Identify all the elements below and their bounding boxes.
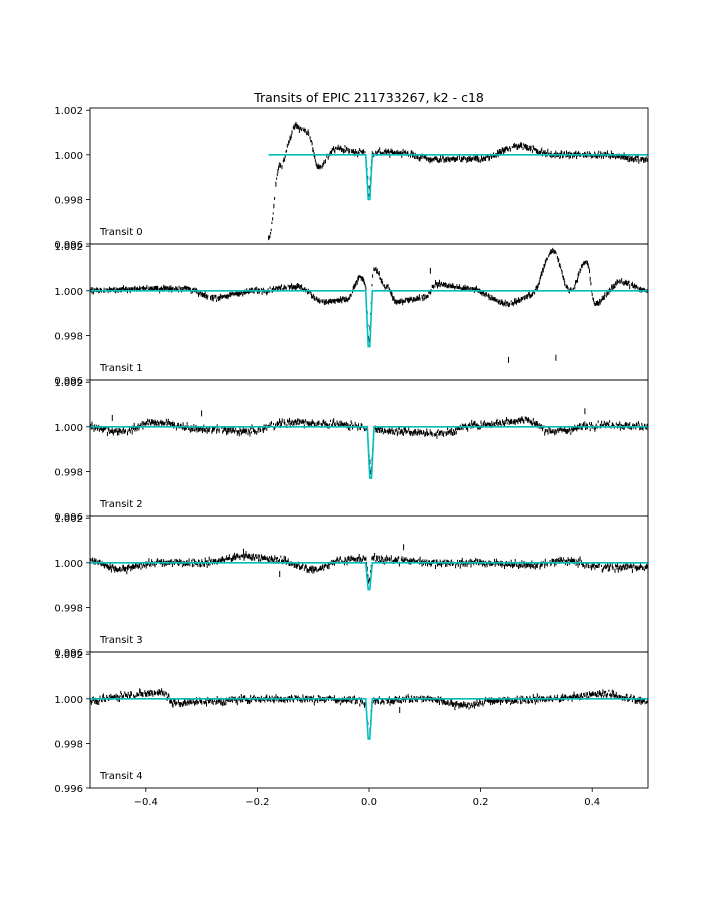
panel-frame: [89, 107, 649, 245]
y-tick-label: 0.996: [54, 512, 83, 523]
y-tick-label: 1.000: [54, 423, 83, 434]
panel-transit-3: 0.996 0.998 1.000 1.002 Transit 3: [54, 514, 649, 659]
x-tick-label: −0.4: [134, 797, 158, 808]
data-series: [90, 544, 648, 584]
panel-transit-4: 0.996 0.998 1.000 1.002 Transit 4: [54, 650, 649, 795]
flux-points: [268, 121, 648, 241]
y-tick-label: 1.002: [54, 514, 83, 525]
panel-label: Transit 4: [99, 771, 143, 782]
flux-points: [90, 688, 648, 733]
y-tick-label: 0.998: [54, 195, 83, 206]
model-curve: [90, 562, 648, 591]
flux-points: [90, 544, 648, 584]
y-tick-label: 0.998: [54, 739, 83, 750]
data-series: [268, 121, 648, 241]
x-tick-label: 0.4: [584, 797, 600, 808]
y-tick-label: 0.998: [54, 467, 83, 478]
y-tick-label: 1.002: [54, 650, 83, 661]
y-tick-label: 1.000: [54, 559, 83, 570]
panel-label: Transit 1: [99, 363, 143, 374]
model-curve: [268, 154, 648, 201]
y-tick-label: 1.000: [54, 151, 83, 162]
x-tick-label: −0.2: [245, 797, 269, 808]
panel-frame: [89, 515, 649, 653]
y-tick-label: 0.996: [54, 376, 83, 387]
y-tick-label: 1.000: [54, 695, 83, 706]
panel-label: Transit 2: [99, 499, 143, 510]
data-series: [90, 688, 648, 733]
chart-title: Transits of EPIC 211733267, k2 - c18: [253, 90, 484, 105]
panel-frame: [89, 651, 649, 789]
x-tick-label: 0.2: [473, 797, 489, 808]
data-series: [90, 247, 648, 363]
panel-transit-0: 0.996 0.998 1.000 1.002 Transit 0: [54, 106, 649, 251]
y-tick-label: 1.002: [54, 106, 83, 117]
panel-frame: [89, 243, 649, 381]
y-tick-label: 0.996: [54, 784, 83, 795]
panel-label: Transit 3: [99, 635, 143, 646]
x-tick-label: 0.0: [361, 797, 377, 808]
x-axis: −0.4 −0.2 0.0 0.2 0.4: [134, 788, 600, 808]
panel-transit-1: 0.996 0.998 1.000 1.002 Transit 1: [54, 242, 649, 387]
y-tick-label: 0.998: [54, 603, 83, 614]
y-tick-label: 0.998: [54, 331, 83, 342]
panel-transit-2: 0.996 0.998 1.000 1.002 Transit 2: [54, 378, 649, 523]
y-tick-label: 1.002: [54, 242, 83, 253]
panels-group: 0.996 0.998 1.000 1.002 Transit 0 0.996 0.998 1…: [54, 106, 649, 795]
y-tick-label: 0.996: [54, 240, 83, 251]
model-curve: [90, 426, 648, 479]
model-curve: [90, 290, 648, 348]
y-tick-label: 0.996: [54, 648, 83, 659]
flux-points: [90, 247, 648, 363]
y-tick-label: 1.000: [54, 287, 83, 298]
model-curve: [90, 698, 648, 740]
y-tick-label: 1.002: [54, 378, 83, 389]
panel-label: Transit 0: [99, 227, 143, 238]
